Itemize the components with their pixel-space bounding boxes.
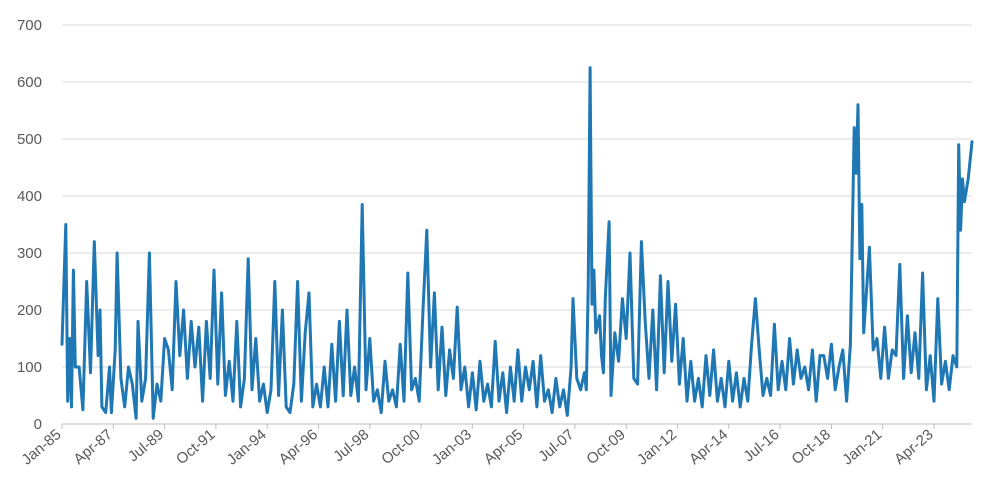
- x-tick-label: Apr-23: [891, 426, 936, 468]
- x-tick-label: Jan-12: [634, 426, 680, 469]
- x-tick-label: Jul-16: [740, 426, 782, 465]
- x-tick-label: Jul-89: [125, 426, 167, 465]
- y-tick-label: 300: [17, 245, 42, 262]
- series-line-0: [60, 66, 974, 420]
- x-tick-label: Jan-21: [839, 426, 885, 469]
- y-tick-label: 200: [17, 302, 42, 319]
- x-tick-label: Apr-05: [481, 426, 526, 468]
- gridlines: [62, 24, 972, 368]
- y-tick-label: 500: [17, 131, 42, 148]
- x-tick-label: Apr-14: [686, 426, 731, 468]
- series-group: [60, 66, 974, 420]
- x-tick-label: Oct-00: [378, 426, 423, 468]
- y-tick-label: 700: [17, 17, 42, 34]
- x-axis: Jan-85 Apr-87 Jul-89 Oct-91 Jan-94 Apr-96 Jul-…: [19, 423, 972, 469]
- y-tick-label: 400: [17, 188, 42, 205]
- x-tick-label: Oct-18: [789, 426, 834, 468]
- x-tick-label: Jan-94: [224, 426, 270, 469]
- x-tick-label: Oct-91: [173, 426, 218, 468]
- x-tick-label: Apr-87: [70, 426, 115, 468]
- x-tick-label: Apr-96: [276, 426, 321, 468]
- x-tick-label: Jul-98: [330, 426, 372, 465]
- y-tick-label: 100: [17, 359, 42, 376]
- x-tick-label: Jan-03: [429, 426, 475, 469]
- x-tick-label: Jul-07: [535, 426, 577, 465]
- y-tick-label: 600: [17, 74, 42, 91]
- y-tick-label: 0: [34, 416, 42, 433]
- y-axis: 0 100 200 300 400 500 600 700: [17, 17, 42, 433]
- x-tick-label: Oct-09: [583, 426, 628, 468]
